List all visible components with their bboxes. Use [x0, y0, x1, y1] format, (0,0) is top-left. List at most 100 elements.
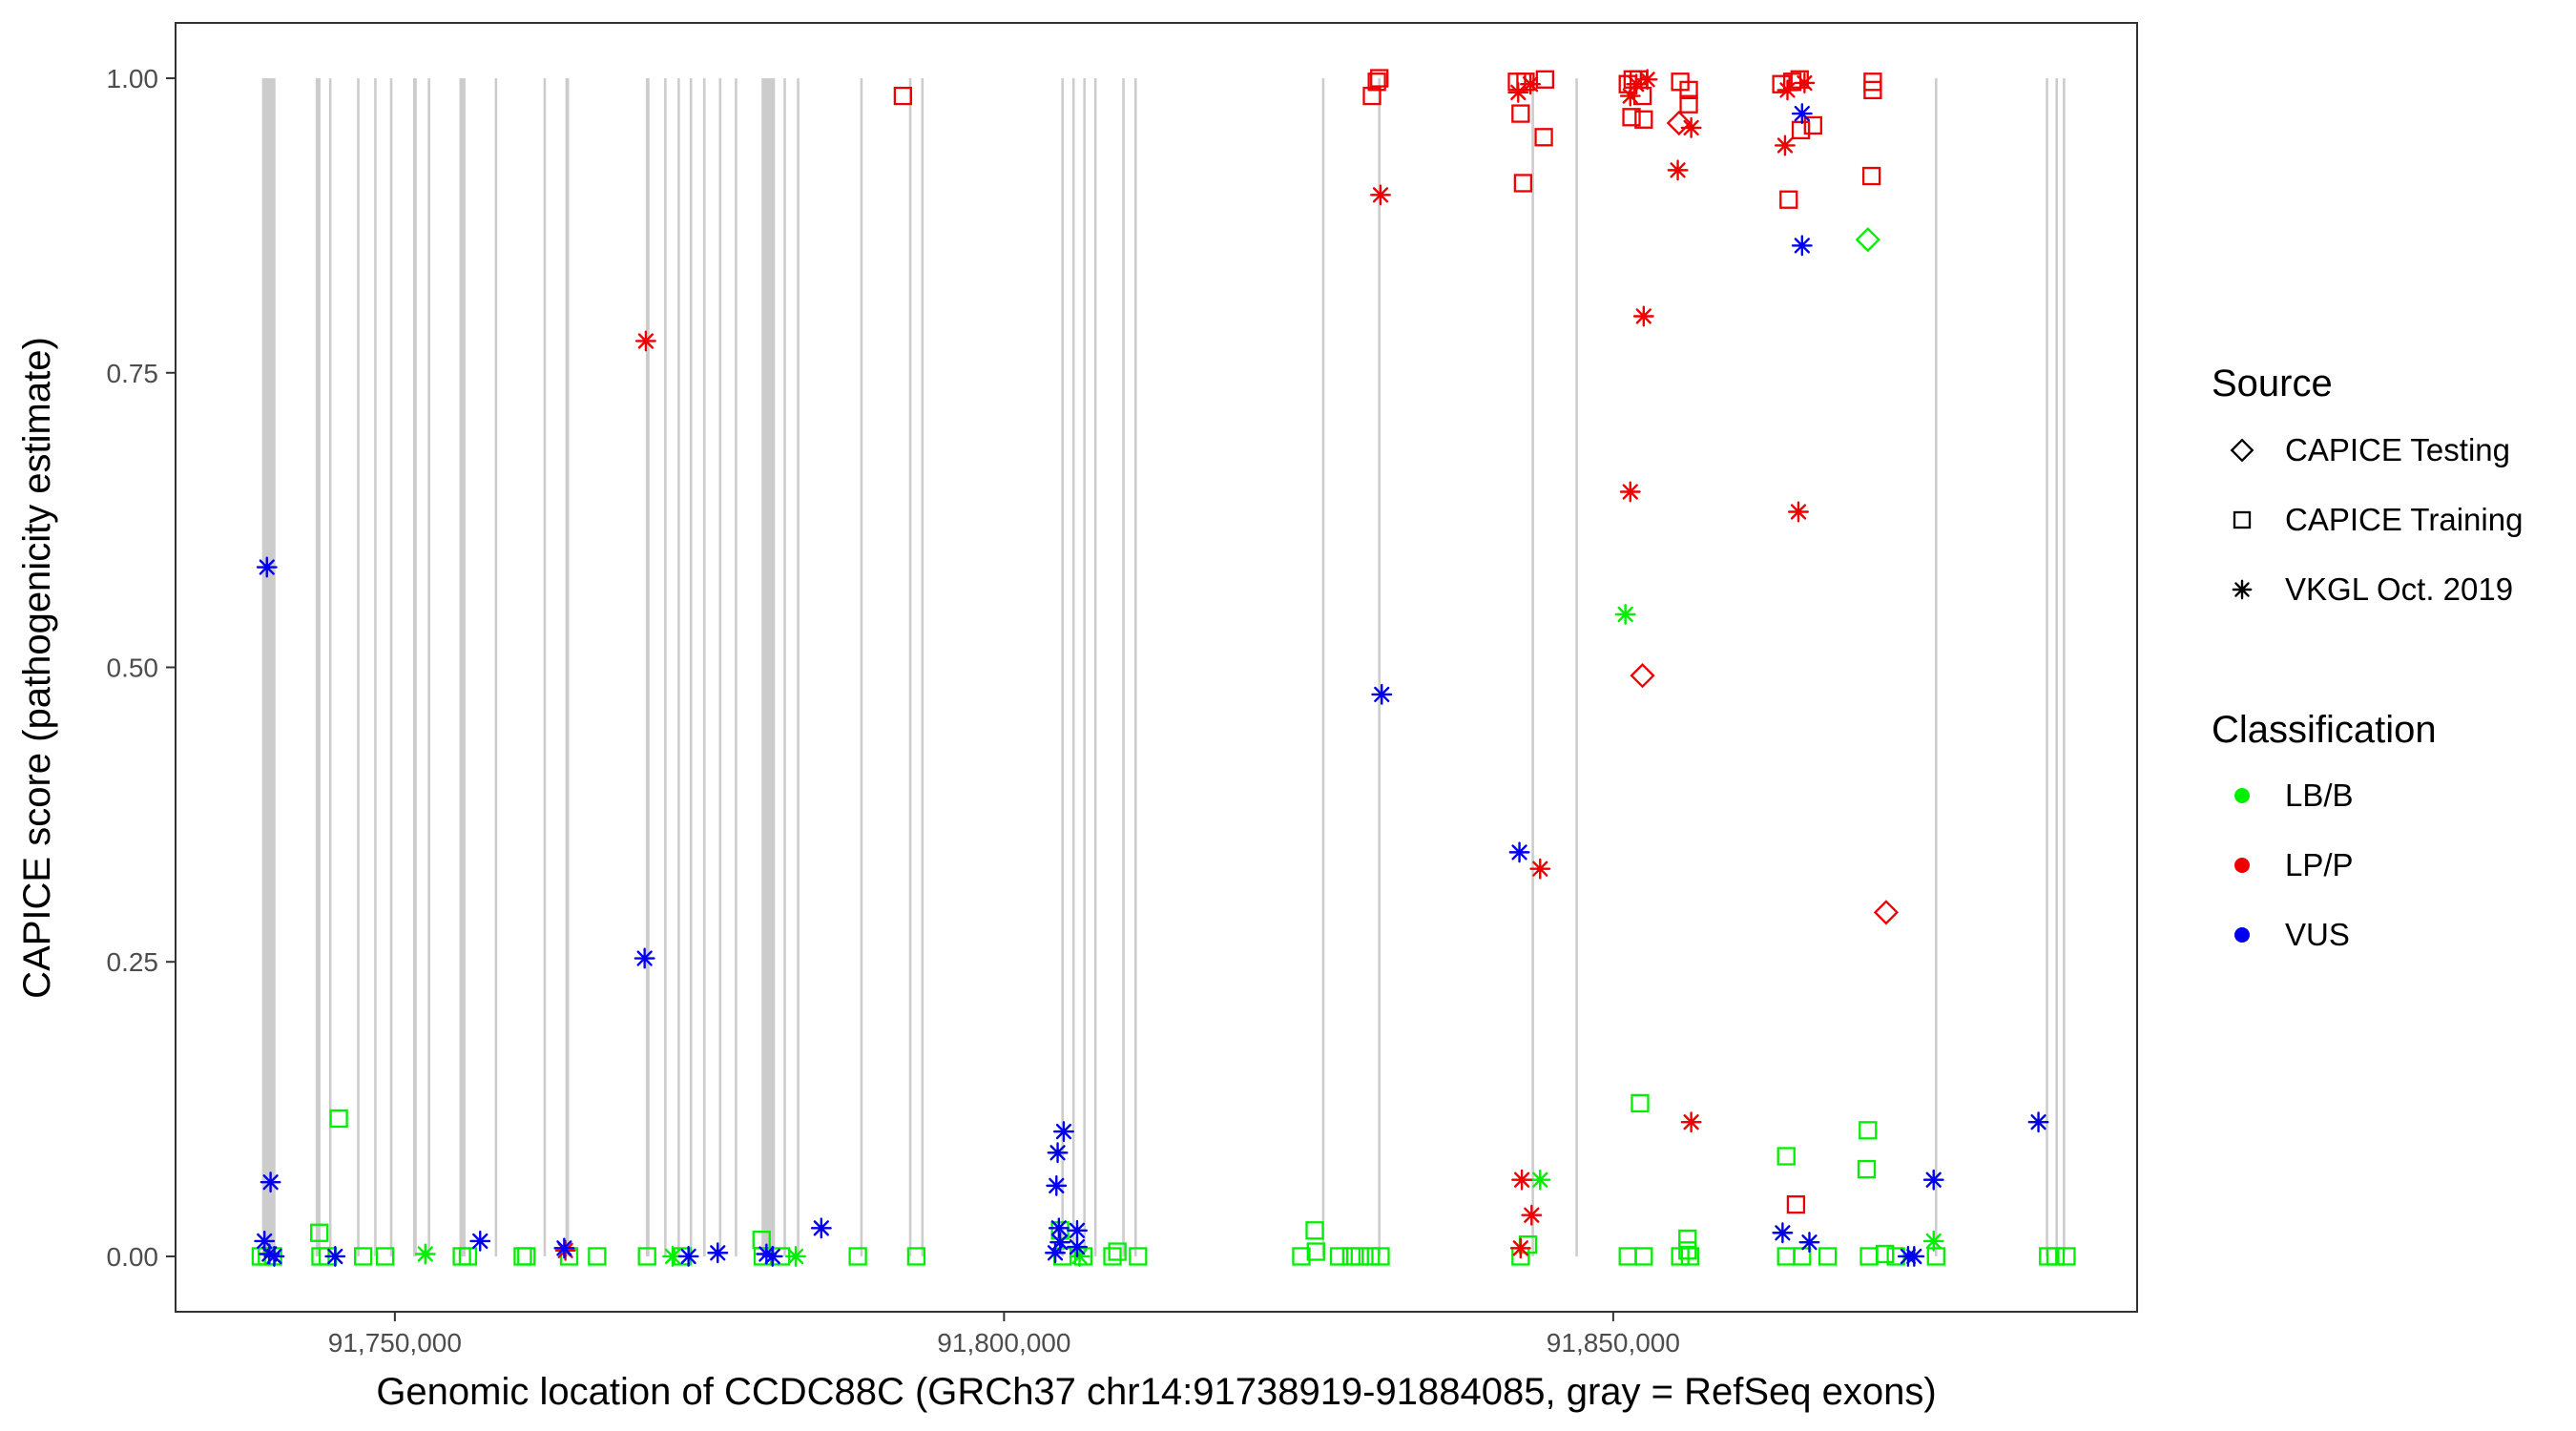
y-tick-label: 0.25 — [107, 947, 159, 977]
data-point — [1370, 184, 1391, 206]
data-point — [1619, 481, 1641, 503]
legend-key-square — [2233, 510, 2252, 529]
exon-band — [735, 78, 737, 1256]
x-axis-title: Genomic location of CCDC88C (GRCh37 chr1… — [376, 1371, 1936, 1413]
data-point — [756, 1243, 778, 1265]
data-point — [1045, 1242, 1066, 1264]
data-point — [810, 1217, 832, 1239]
data-point — [1788, 501, 1809, 523]
legend-key-asterisk — [2232, 579, 2253, 600]
data-point — [588, 1247, 607, 1266]
data-point — [263, 1245, 285, 1267]
data-point — [1073, 1247, 1093, 1266]
data-point — [2046, 1247, 2066, 1266]
data-point — [1680, 1111, 1702, 1133]
data-point — [517, 1247, 536, 1266]
data-point — [1067, 1219, 1088, 1241]
legend-source-keys — [2230, 438, 2254, 600]
data-point — [1678, 1229, 1697, 1249]
data-point — [1903, 1245, 1925, 1267]
exon-band — [1935, 78, 1938, 1256]
data-point — [1509, 1237, 1531, 1259]
exon-band — [374, 78, 377, 1256]
data-point — [1632, 86, 1652, 106]
exon-band — [1071, 78, 1075, 1256]
exon-band — [413, 78, 417, 1256]
legend-label-capice-training: CAPICE Training — [2285, 502, 2523, 537]
legend-label-lb-b: LB/B — [2285, 778, 2354, 813]
exon-band — [797, 78, 800, 1256]
data-point — [1798, 1232, 1820, 1254]
data-point — [1774, 135, 1796, 156]
data-point — [1362, 86, 1381, 106]
data-point — [1306, 1242, 1325, 1261]
data-point — [2027, 1111, 2049, 1133]
data-point — [469, 1230, 491, 1252]
data-point — [1922, 1230, 1944, 1252]
data-point — [677, 1245, 699, 1267]
data-point — [1794, 73, 1816, 93]
data-point — [1926, 1247, 1945, 1266]
data-point — [1772, 74, 1791, 93]
data-point — [1521, 1204, 1543, 1226]
exon-band — [1093, 78, 1097, 1256]
exon-band — [761, 78, 776, 1256]
data-point — [1350, 1247, 1369, 1266]
data-point — [1786, 1194, 1806, 1214]
legend-key-diamond — [2230, 438, 2254, 463]
data-point — [1508, 841, 1530, 863]
data-point — [1371, 683, 1393, 705]
legend-classification-keys — [2234, 788, 2250, 943]
data-point — [893, 86, 913, 106]
data-point — [1636, 69, 1658, 91]
exon-band — [357, 78, 360, 1256]
exon-band — [677, 78, 680, 1256]
data-point — [259, 1243, 280, 1265]
legend-label-vkgl-oct-2019: VKGL Oct. 2019 — [2285, 571, 2513, 607]
data-point — [1507, 81, 1529, 103]
data-point — [1630, 663, 1655, 689]
exon-band — [543, 78, 547, 1256]
data-point — [634, 330, 656, 352]
legend: Source CAPICE Testing CAPICE Training VK… — [2212, 363, 2523, 952]
data-point — [1047, 1142, 1069, 1164]
exon-band — [328, 78, 332, 1256]
data-point — [1679, 94, 1698, 114]
data-point — [260, 1172, 281, 1193]
data-point — [1626, 73, 1648, 95]
data-point — [906, 1247, 926, 1266]
exon-band — [1531, 78, 1534, 1256]
exon-band — [689, 78, 693, 1256]
legend-key-dot — [2234, 788, 2250, 803]
data-point — [1861, 166, 1881, 186]
y-tick-label: 0.75 — [107, 359, 159, 388]
data-point — [1367, 73, 1386, 92]
data-point — [1876, 1244, 1895, 1264]
exon-band — [2055, 78, 2058, 1256]
axes: 91,750,000 91,800,000 91,850,000 0.00 0.25 0.… — [107, 64, 1680, 1358]
exon-band — [1083, 78, 1086, 1256]
legend-label-lp-p: LP/P — [2285, 847, 2354, 882]
data-point — [848, 1247, 867, 1266]
exon-band — [2046, 78, 2048, 1256]
data-point — [1049, 1232, 1071, 1254]
data-point — [256, 556, 278, 578]
legend-classification-title: Classification — [2212, 709, 2437, 751]
data-point — [1855, 227, 1880, 253]
data-point — [1370, 69, 1389, 88]
legend-label-capice-testing: CAPICE Testing — [2285, 432, 2510, 467]
exon-band — [315, 78, 321, 1256]
data-point — [1520, 73, 1542, 95]
legend-key-dot — [2234, 927, 2250, 943]
data-point — [1622, 108, 1641, 127]
exon-bands — [261, 78, 2066, 1256]
data-point — [310, 1223, 329, 1242]
data-point — [1863, 80, 1882, 100]
data-point — [1361, 1247, 1381, 1266]
data-point — [1103, 1247, 1122, 1266]
data-point — [553, 1237, 575, 1259]
data-point — [1667, 159, 1689, 181]
data-point — [414, 1243, 436, 1265]
